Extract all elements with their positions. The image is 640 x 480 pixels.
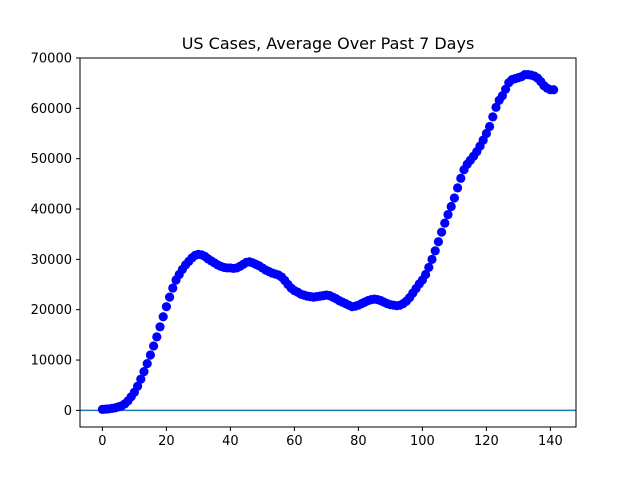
data-point [427,254,437,264]
data-point [491,102,501,112]
plot-area [80,70,576,414]
data-point [485,121,495,132]
data-point [549,85,559,95]
y-tick-label: 20000 [31,303,72,318]
data-point [481,128,491,139]
axes-frame [79,57,577,428]
data-point [133,381,143,391]
data-point [142,358,152,369]
data-point [443,209,453,220]
data-point [456,173,466,183]
x-tick-label: 80 [350,434,367,449]
data-point [433,237,443,247]
x-tick-label: 100 [410,434,435,449]
data-point [145,350,155,360]
x-tick-label: 40 [222,434,239,449]
data-point [440,218,450,228]
x-tick-label: 60 [286,434,303,449]
y-axis: 0 10000 20000 30000 40000 50000 60000 70000 [31,52,80,419]
chart-title: US Cases, Average Over Past 7 Days [182,34,475,53]
x-tick-label: 140 [538,434,563,449]
data-point [165,292,175,302]
y-tick-label: 0 [64,404,72,419]
data-point [139,367,149,377]
data-point [449,193,459,203]
x-tick-label: 120 [474,434,499,449]
y-tick-label: 40000 [31,203,72,218]
data-point [168,283,178,293]
data-point [158,312,168,322]
x-tick-label: 0 [98,434,106,449]
data-point [430,246,440,256]
data-point [437,227,447,237]
data-point [136,374,146,384]
data-point [424,262,434,273]
data-point [453,183,463,193]
data-point [446,201,456,212]
data-point [488,112,498,122]
y-tick-label: 60000 [31,102,72,117]
data-point [421,269,431,280]
y-tick-label: 10000 [31,354,72,369]
y-tick-label: 30000 [31,253,72,268]
data-point [155,322,165,332]
x-axis: 0 20 40 60 80 100 120 140 [98,427,563,449]
y-tick-label: 70000 [31,52,72,67]
data-point [161,302,171,312]
data-point [149,341,159,351]
x-tick-label: 20 [158,434,175,449]
data-point [152,332,162,342]
y-tick-label: 50000 [31,152,72,167]
